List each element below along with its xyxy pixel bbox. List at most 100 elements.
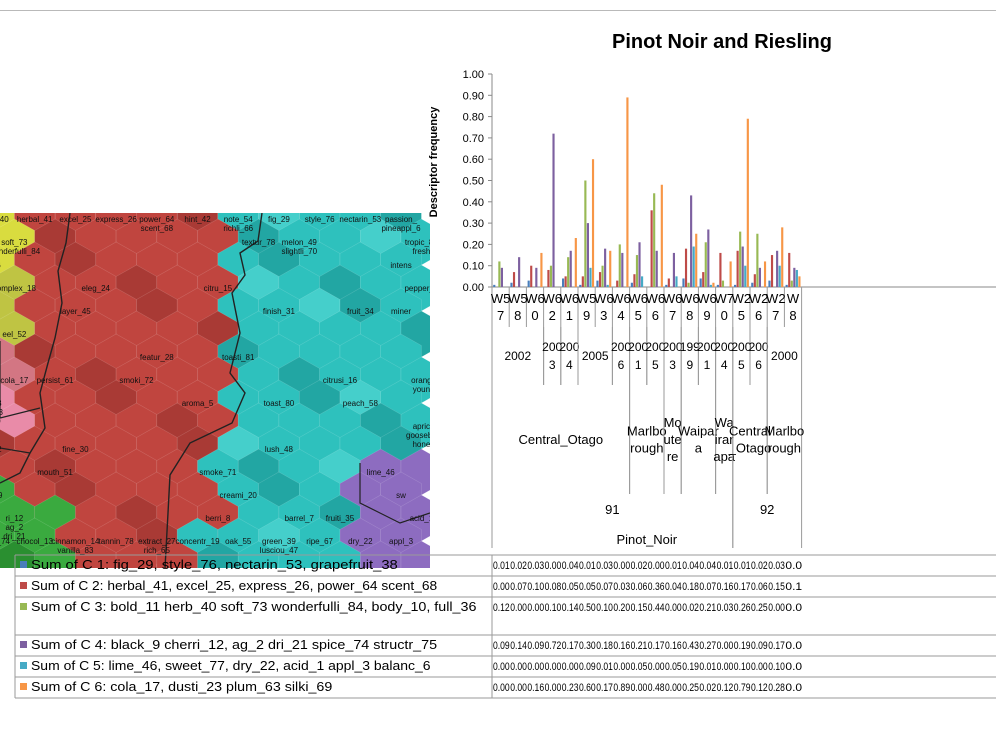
bar-W26-s1 — [751, 282, 754, 287]
legend-swatch-s2 — [20, 582, 27, 589]
hex-label: soft_73 — [1, 238, 28, 247]
y-tick-label: 1.00 — [463, 69, 484, 81]
hex-label: style_76 — [305, 215, 335, 224]
bar-W67-s1 — [665, 284, 668, 287]
hex-label: _36 — [0, 261, 1, 270]
table-value: 0.01 — [734, 560, 751, 572]
table-value: 0.14 — [510, 640, 527, 652]
hex-label: appl_3 — [389, 537, 414, 546]
hex-label: extract_27 — [138, 537, 176, 546]
x-category-label: W6 — [680, 291, 700, 306]
table-value: 0.09 — [493, 640, 510, 652]
bar-W59-s2 — [581, 276, 584, 287]
hex-label: herb_40 — [0, 215, 9, 224]
y-tick-label: 0.20 — [463, 239, 484, 251]
table-value: 0.04 — [665, 581, 682, 593]
hex-label: sw — [396, 491, 406, 500]
bar-W57-s4 — [500, 267, 503, 287]
table-value: 0.00 — [527, 602, 544, 614]
table-value: 0.07 — [510, 581, 527, 593]
table-value: 0.10 — [527, 581, 544, 593]
hex-label: berri_8 — [205, 514, 230, 523]
bar-W68-s6 — [695, 233, 698, 287]
region-label: Marlbo — [765, 424, 805, 439]
table-value: 0.01 — [579, 560, 596, 572]
table-value: 0.16 — [717, 581, 734, 593]
bar-W69-s5 — [709, 284, 712, 287]
table-value: 0.17 — [734, 581, 751, 593]
region-label: rough — [630, 441, 663, 456]
table-value: 0.15 — [768, 581, 785, 593]
table-value: 0.02 — [751, 560, 768, 572]
hex-label: citrusi_16 — [323, 376, 358, 385]
hex-label: lush_48 — [265, 445, 294, 454]
hex-label: toast_80 — [264, 399, 295, 408]
bar-W26-s4 — [758, 267, 761, 287]
table-value: 0.07 — [596, 581, 613, 593]
region-label: Central — [729, 424, 771, 439]
x-category-label: 8 — [514, 308, 521, 323]
y-tick-label: 0.30 — [463, 218, 484, 230]
region-label: re — [667, 449, 679, 464]
legend-swatch-s6 — [20, 683, 27, 690]
hex-label: i_23 — [0, 399, 2, 408]
hex-label: fine_30 — [62, 445, 89, 454]
bar-W63-s2 — [598, 272, 602, 287]
bar-W67-s5 — [675, 276, 678, 287]
year-label: 6 — [618, 358, 625, 372]
table-value: 0.17 — [648, 640, 665, 652]
table-value: 0.09 — [579, 661, 596, 673]
table-value: 0.28 — [768, 682, 785, 694]
table-value: 0.26 — [734, 602, 751, 614]
table-value: 0.00 — [562, 661, 579, 673]
table-value: 0.16 — [527, 682, 544, 694]
y-tick-label: 0.00 — [463, 282, 484, 294]
bar-W27-s1 — [768, 280, 771, 287]
hex-label: l_32 — [0, 445, 2, 454]
bar-W65-s2 — [633, 274, 636, 287]
hex-label: aroma_5 — [182, 399, 214, 408]
region-label: Mo — [664, 415, 682, 430]
legend-series-name: Sum of C 6: cola_17, dusti_23 plum_63 si… — [31, 680, 332, 694]
x-category-label: W5 — [577, 291, 597, 306]
y-tick-label: 0.90 — [463, 90, 484, 102]
x-category-label: 7 — [772, 308, 779, 323]
cluster-boundary — [359, 463, 430, 524]
table-value: 0.00 — [545, 682, 562, 694]
year-label: 200 — [663, 340, 683, 354]
hex-label: toasti_81 — [222, 353, 255, 362]
table-value: 0.01 — [596, 661, 613, 673]
hex-label: nectarin_53 — [339, 215, 381, 224]
year-label: 2002 — [504, 349, 531, 363]
hex-label: melon_49 — [282, 238, 318, 247]
year-label: 5 — [652, 358, 659, 372]
hex-label: peach_58 — [343, 399, 379, 408]
table-value: 0.01 — [493, 560, 510, 572]
table-value: 0.15 — [631, 602, 648, 614]
table-value: 0.0 — [785, 560, 802, 572]
table-value: 0.06 — [751, 581, 768, 593]
table-value: 0.05 — [579, 581, 596, 593]
score-label: 92 — [760, 502, 774, 517]
hex-label: ripe_67 — [306, 537, 333, 546]
hex-label: eel_52 — [2, 330, 27, 339]
hex-label: n_63 — [0, 408, 3, 417]
bar-W60-s2 — [530, 265, 533, 287]
table-value: 0.17 — [768, 640, 785, 652]
table-value: 0.03 — [596, 560, 613, 572]
hex-label: youn — [413, 385, 430, 394]
table-value: 0.0 — [785, 640, 802, 652]
hex-label: chocol_13 — [16, 537, 53, 546]
y-tick-label: 0.40 — [463, 197, 484, 209]
table-value: 0.0 — [785, 602, 802, 614]
hex-label: creami_20 — [220, 491, 258, 500]
hex-label: concentr_19 — [176, 537, 221, 546]
table-value: 0.03 — [717, 602, 734, 614]
hex-label: cola_17 — [0, 376, 29, 385]
x-category-label: 5 — [635, 308, 642, 323]
y-tick-label: 0.80 — [463, 112, 484, 124]
x-category-label: W6 — [560, 291, 580, 306]
bar-W58-s1 — [510, 282, 513, 287]
bar-W69-s2 — [702, 272, 705, 287]
